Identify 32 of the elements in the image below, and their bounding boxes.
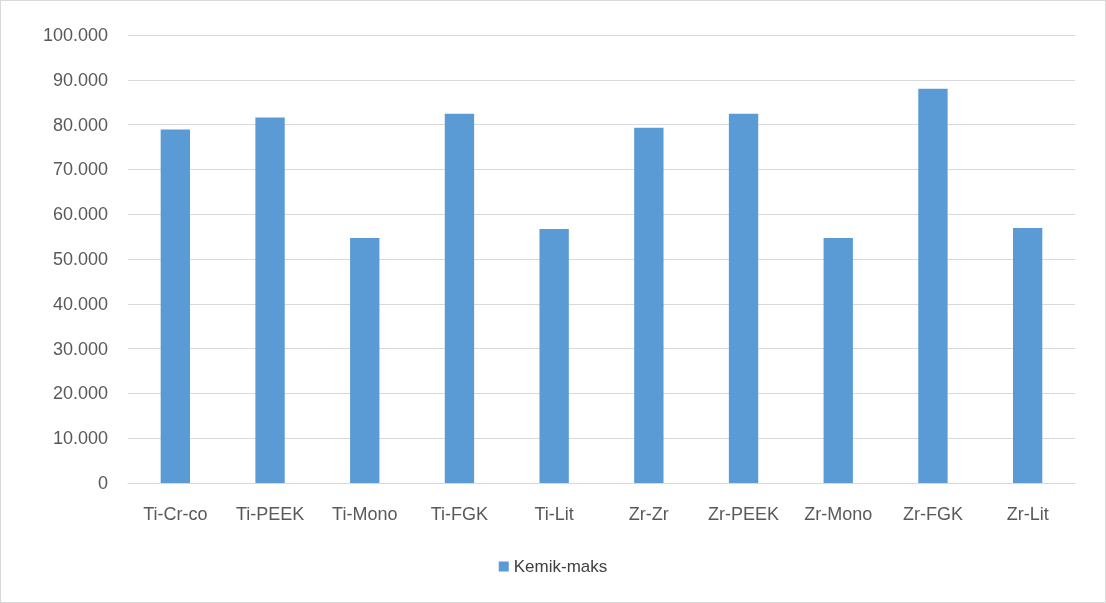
x-tick-label: Ti-PEEK xyxy=(235,504,305,524)
bar xyxy=(539,228,569,483)
y-tick-label: 20.000 xyxy=(52,383,108,404)
x-tick-label: Zr-PEEK xyxy=(708,504,780,524)
y-tick-label: 80.000 xyxy=(52,114,108,135)
y-tick-label: 90.000 xyxy=(52,69,108,90)
bar xyxy=(160,129,191,483)
x-tick-label: Ti-Mono xyxy=(332,504,398,524)
y-tick-label: 100.000 xyxy=(42,25,108,45)
y-tick-label: 40.000 xyxy=(52,293,108,314)
x-tick-label: Ti-Lit xyxy=(534,504,574,524)
y-tick-label: 10.000 xyxy=(52,428,108,449)
y-tick-label: 30.000 xyxy=(52,338,108,359)
x-tick-label: Zr-Zr xyxy=(628,504,669,524)
x-tick-label: Ti-FGK xyxy=(430,504,489,524)
y-tick-label: 70.000 xyxy=(52,159,108,180)
bar xyxy=(728,113,759,483)
bar xyxy=(350,237,380,483)
y-tick-label: 50.000 xyxy=(52,249,108,269)
bar xyxy=(634,127,664,483)
bar xyxy=(255,117,285,483)
y-tick-label: 0 xyxy=(97,473,108,493)
bar xyxy=(444,113,475,483)
bar xyxy=(1012,228,1043,483)
x-tick-label: Zr-Lit xyxy=(1006,504,1049,524)
x-tick-label: Zr-Mono xyxy=(804,504,873,524)
bar xyxy=(918,88,948,483)
x-tick-label: Zr-FGK xyxy=(902,504,963,524)
bar xyxy=(823,237,853,483)
y-tick-label: 60.000 xyxy=(52,204,108,225)
legend-label: Kemik-maks xyxy=(513,557,608,576)
x-tick-label: Ti-Cr-co xyxy=(143,504,208,524)
